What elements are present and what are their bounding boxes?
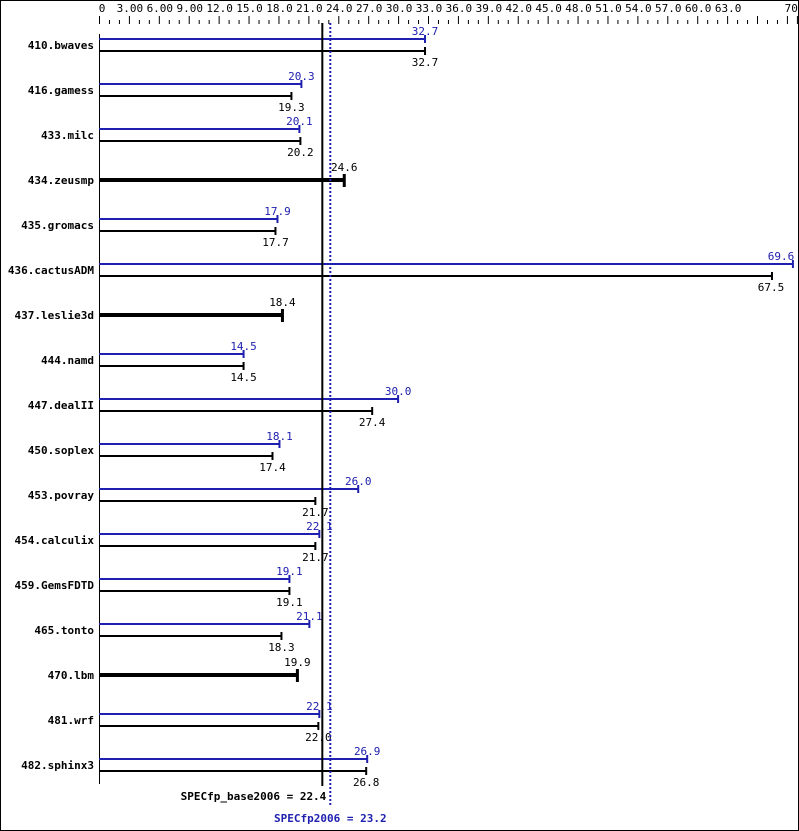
benchmark-label: 465.tonto xyxy=(34,624,94,637)
benchmark-label: 410.bwaves xyxy=(28,39,94,52)
x-tick-label: 42.0 xyxy=(505,2,532,15)
peak-value-label: 30.0 xyxy=(385,385,412,398)
x-tick-label: 48.0 xyxy=(565,2,592,15)
peak-value-label: 18.1 xyxy=(266,430,293,443)
x-tick-label: 24.0 xyxy=(326,2,353,15)
x-tick-label: 3.00 xyxy=(117,2,144,15)
base-value-label: 20.2 xyxy=(287,146,314,159)
peak-value-label: 20.1 xyxy=(286,115,313,128)
peak-value-label: 26.0 xyxy=(345,475,372,488)
benchmark-label: 435.gromacs xyxy=(21,219,94,232)
benchmark-label: 482.sphinx3 xyxy=(21,759,94,772)
x-tick-label: 27.0 xyxy=(356,2,383,15)
peak-value-label: 17.9 xyxy=(264,205,291,218)
base-value-label: 26.8 xyxy=(353,776,380,789)
peak-value-label: 69.6 xyxy=(768,250,795,263)
benchmark-label: 453.povray xyxy=(28,489,95,502)
peak-value-label: 26.9 xyxy=(354,745,381,758)
base-value-label: 18.4 xyxy=(269,296,296,309)
base-value-label: 21.7 xyxy=(302,506,329,519)
x-tick-label: 51.0 xyxy=(595,2,622,15)
x-tick-label: 39.0 xyxy=(476,2,503,15)
base-value-label: 32.7 xyxy=(412,56,439,69)
peak-value-label: 21.1 xyxy=(296,610,323,623)
base-value-label: 19.3 xyxy=(278,101,305,114)
x-tick-label: 33.0 xyxy=(416,2,443,15)
base-value-label: 19.1 xyxy=(276,596,303,609)
benchmark-label: 434.zeusmp xyxy=(28,174,95,187)
base-value-label: 14.5 xyxy=(230,371,257,384)
base-value-label: 19.9 xyxy=(284,656,311,669)
x-tick-label: 15.0 xyxy=(236,2,263,15)
x-tick-label: 30.0 xyxy=(386,2,413,15)
x-tick-label: 9.00 xyxy=(176,2,203,15)
x-tick-label: 36.0 xyxy=(446,2,473,15)
base-value-label: 22.0 xyxy=(305,731,332,744)
peak-value-label: 22.1 xyxy=(306,700,333,713)
benchmark-label: 436.cactusADM xyxy=(8,264,94,277)
benchmark-label: 437.leslie3d xyxy=(15,309,94,322)
x-tick-label: 18.0 xyxy=(266,2,293,15)
x-tick-label: 6.00 xyxy=(147,2,174,15)
base-value-label: 17.4 xyxy=(259,461,286,474)
base-value-label: 27.4 xyxy=(359,416,386,429)
benchmark-label: 447.dealII xyxy=(28,399,94,412)
benchmark-label: 450.soplex xyxy=(28,444,95,457)
benchmark-label: 444.namd xyxy=(41,354,94,367)
x-tick-label: 57.0 xyxy=(655,2,682,15)
x-tick-label: 60.0 xyxy=(685,2,712,15)
x-tick-label: 12.0 xyxy=(206,2,233,15)
x-tick-label: 70.0 xyxy=(785,2,799,15)
benchmark-label: 470.lbm xyxy=(48,669,95,682)
benchmark-label: 454.calculix xyxy=(15,534,95,547)
x-tick-label: 63.0 xyxy=(715,2,742,15)
benchmark-label: 481.wrf xyxy=(48,714,94,727)
x-tick-label: 45.0 xyxy=(535,2,562,15)
peak-value-label: 20.3 xyxy=(288,70,315,83)
peak-value-label: 14.5 xyxy=(230,340,257,353)
base-reference-label: SPECfp_base2006 = 22.4 xyxy=(181,790,327,803)
x-tick-label: 0 xyxy=(99,2,106,15)
x-tick-label: 54.0 xyxy=(625,2,652,15)
base-value-label: 67.5 xyxy=(758,281,785,294)
peak-reference-label: SPECfp2006 = 23.2 xyxy=(274,812,387,825)
benchmark-label: 459.GemsFDTD xyxy=(15,579,95,592)
benchmark-label: 416.gamess xyxy=(28,84,94,97)
x-tick-label: 21.0 xyxy=(296,2,323,15)
peak-value-label: 22.1 xyxy=(306,520,333,533)
base-value-label: 17.7 xyxy=(262,236,289,249)
base-value-label: 18.3 xyxy=(268,641,295,654)
base-value-label: 24.6 xyxy=(331,161,358,174)
benchmark-label: 433.milc xyxy=(41,129,94,142)
base-value-label: 21.7 xyxy=(302,551,329,564)
peak-value-label: 19.1 xyxy=(276,565,303,578)
peak-value-label: 32.7 xyxy=(412,25,439,38)
